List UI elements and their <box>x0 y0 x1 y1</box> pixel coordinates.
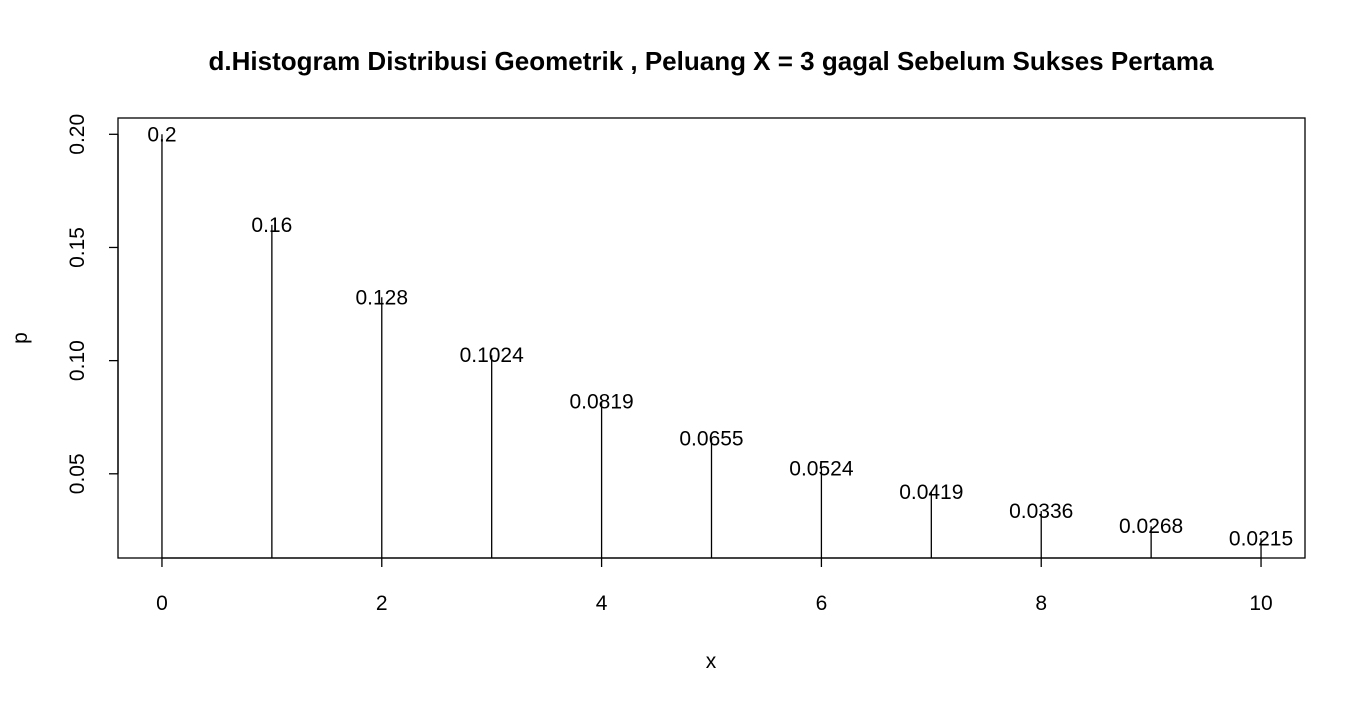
x-tick-label: 6 <box>816 592 828 615</box>
data-label-x-6: 0.0524 <box>789 457 854 480</box>
y-tick-label: 0.15 <box>66 227 89 268</box>
x-axis-label: x <box>706 650 717 673</box>
data-label-x-4: 0.0819 <box>569 391 633 414</box>
y-tick-label: 0.05 <box>66 453 89 494</box>
x-tick-label: 4 <box>596 592 608 615</box>
data-labels-layer: 0.2 0.16 0.128 0.1024 0.0819 0.0655 0.0524 0.04… <box>147 123 1293 550</box>
y-tick-label: 0.10 <box>66 340 89 381</box>
data-label-x-5: 0.0655 <box>679 428 743 451</box>
x-axis: 0 2 4 6 8 10 <box>156 557 1273 615</box>
y-axis: 0.05 0.10 0.15 0.20 <box>66 114 119 494</box>
y-tick-label: 0.20 <box>66 114 89 155</box>
x-tick-label: 2 <box>376 592 388 615</box>
x-tick-label: 8 <box>1035 592 1047 615</box>
data-label-x-0: 0.2 <box>147 123 176 146</box>
x-tick-label: 0 <box>156 592 168 615</box>
data-label-x-2: 0.128 <box>355 286 408 309</box>
data-label-x-10: 0.0215 <box>1229 527 1293 550</box>
data-label-x-3: 0.1024 <box>460 344 525 367</box>
data-label-x-8: 0.0336 <box>1009 500 1073 523</box>
data-label-x-7: 0.0419 <box>899 481 963 504</box>
x-tick-label: 10 <box>1249 592 1272 615</box>
y-axis-label: p <box>9 332 32 344</box>
chart-title: d.Histogram Distribusi Geometrik , Pelua… <box>209 46 1214 76</box>
spikes-layer <box>161 134 1262 558</box>
data-label-x-9: 0.0268 <box>1119 515 1183 538</box>
data-label-x-1: 0.16 <box>251 214 292 237</box>
